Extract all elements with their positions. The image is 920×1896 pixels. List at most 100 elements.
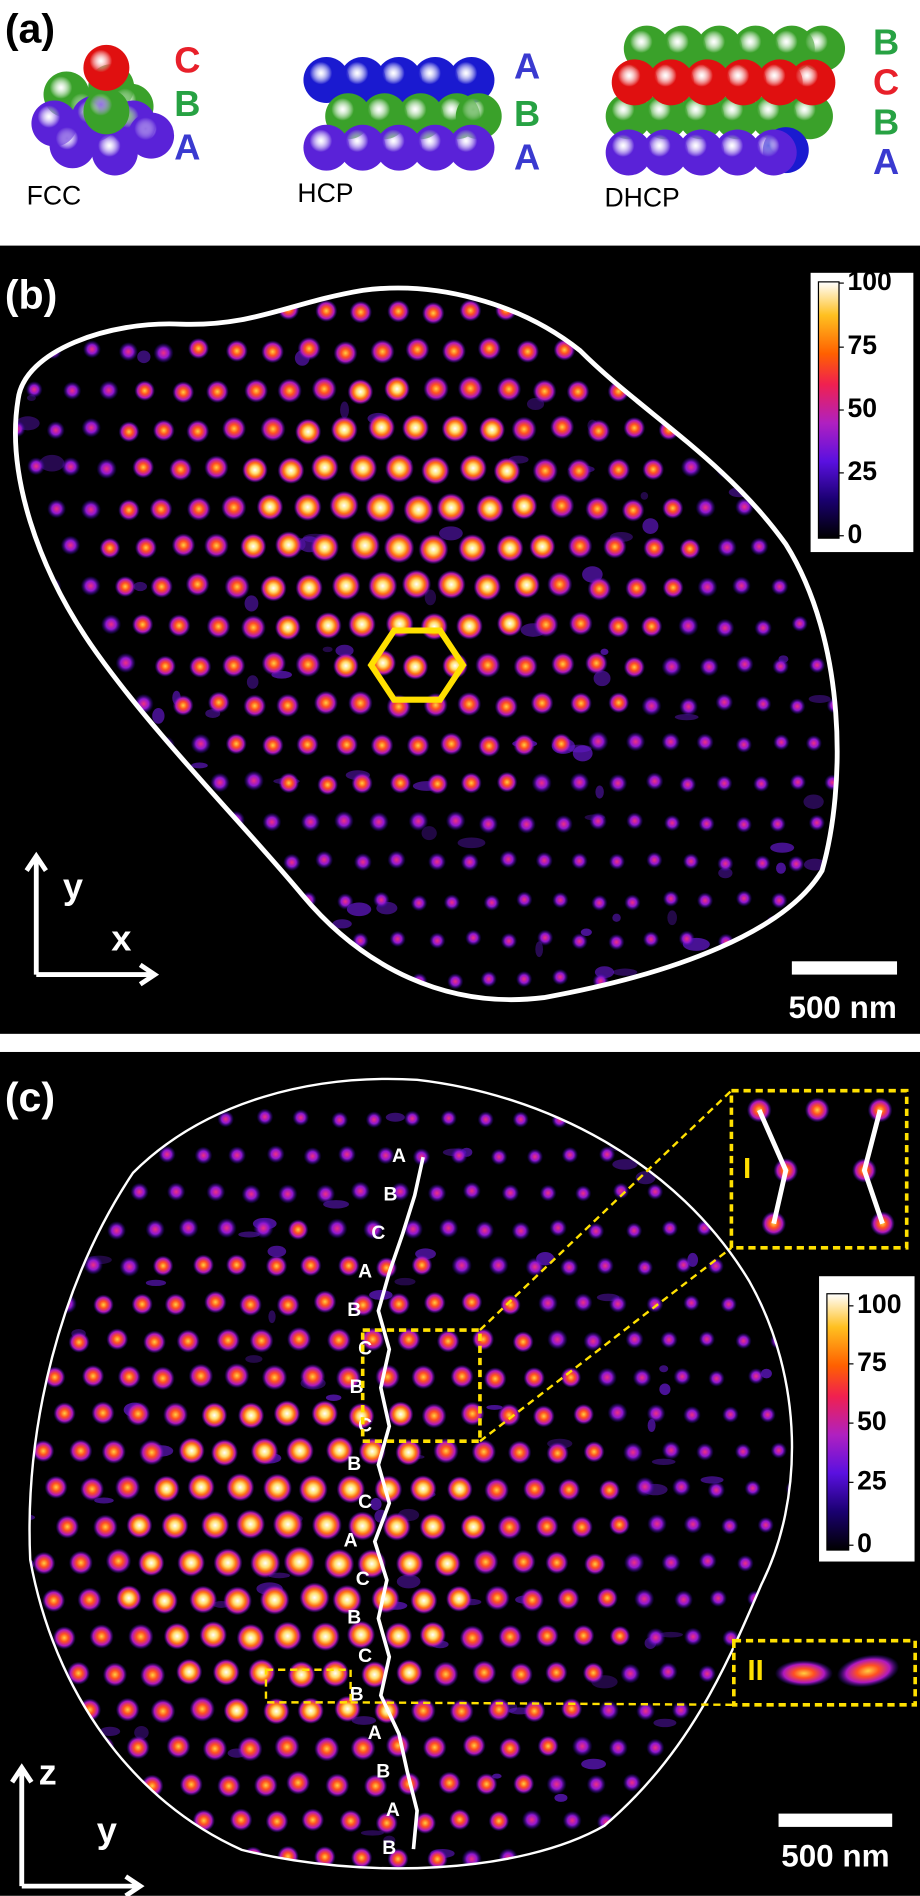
intensity-spot	[387, 850, 406, 869]
intensity-spot	[207, 691, 230, 714]
background-speckle	[659, 1365, 669, 1373]
intensity-spot	[609, 1625, 631, 1647]
intensity-spot	[401, 569, 432, 599]
intensity-spot	[836, 1654, 900, 1688]
intensity-spot	[591, 894, 608, 912]
intensity-spot	[662, 890, 680, 907]
intensity-spot	[567, 533, 593, 559]
intensity-spot	[441, 415, 469, 442]
intensity-spot	[217, 1110, 234, 1128]
background-speckle	[137, 350, 151, 364]
intensity-spot	[80, 1477, 105, 1502]
intensity-spot	[278, 1184, 298, 1204]
intensity-spot	[550, 733, 572, 755]
stacking-letter: C	[358, 1491, 372, 1513]
intensity-spot	[440, 732, 463, 756]
stacking-letter: B	[350, 1683, 364, 1705]
sphere	[678, 93, 725, 140]
intensity-spot	[199, 1621, 228, 1649]
intensity-spot	[809, 657, 826, 674]
intensity-spot	[204, 455, 229, 480]
intensity-spot	[459, 1625, 485, 1651]
intensity-spot	[772, 658, 789, 675]
intensity-spot	[299, 1582, 330, 1613]
intensity-spot	[696, 733, 714, 751]
intensity-spot	[586, 1774, 606, 1794]
intensity-spot	[421, 1403, 447, 1429]
intensity-spot	[253, 1218, 274, 1239]
structure-name: DHCP	[604, 183, 679, 213]
intensity-spot	[436, 493, 466, 523]
intensity-spot	[603, 535, 627, 559]
background-speckle	[600, 648, 609, 655]
intensity-spot	[457, 375, 483, 401]
intensity-spot	[708, 1370, 725, 1387]
intensity-spot	[375, 1364, 400, 1390]
intensity-spot	[225, 339, 248, 362]
intensity-spot	[303, 1147, 322, 1166]
intensity-spot	[350, 1847, 373, 1869]
intensity-spot	[675, 1256, 692, 1274]
intensity-spot	[419, 1513, 447, 1541]
background-speckle	[245, 1355, 263, 1363]
intensity-spot	[735, 816, 752, 833]
background-speckle	[246, 675, 259, 689]
intensity-spot	[419, 1621, 446, 1648]
axis-arrow	[10, 1763, 145, 1896]
intensity-spot	[490, 1148, 508, 1166]
intensity-spot	[201, 1402, 228, 1429]
intensity-spot	[223, 1697, 250, 1724]
intensity-spot	[557, 1478, 581, 1501]
intensity-spot	[410, 894, 428, 912]
intensity-spot	[566, 380, 590, 404]
intensity-spot	[224, 574, 250, 600]
intensity-spot	[243, 770, 264, 791]
background-speckle	[191, 762, 208, 769]
sphere	[684, 59, 731, 106]
intensity-spot	[717, 537, 737, 558]
background-speckle	[803, 858, 826, 871]
background-speckle	[267, 1245, 287, 1258]
intensity-spot	[587, 419, 611, 443]
axis-label: y	[63, 865, 83, 906]
intensity-spot	[560, 1258, 579, 1277]
intensity-spot	[167, 614, 191, 637]
intensity-spot	[641, 696, 662, 716]
intensity-spot	[241, 1184, 261, 1204]
intensity-spot	[551, 652, 575, 676]
intensity-spot	[696, 892, 714, 909]
intensity-spot	[256, 1108, 274, 1126]
intensity-spot	[684, 1627, 703, 1646]
intensity-spot	[140, 1662, 166, 1688]
intensity-spot	[537, 929, 554, 946]
intensity-spot	[383, 532, 415, 564]
intensity-spot	[789, 774, 806, 791]
stacking-letter: B	[347, 1607, 361, 1629]
intensity-spot	[585, 496, 610, 521]
intensity-spot	[348, 610, 376, 639]
intensity-spot	[32, 1551, 56, 1575]
intensity-spot	[177, 1548, 206, 1577]
intensity-spot	[118, 421, 140, 443]
intensity-spot	[475, 1773, 498, 1795]
background-speckle	[394, 1277, 416, 1286]
intensity-spot	[118, 499, 140, 521]
intensity-spot	[450, 1147, 468, 1165]
colorbar-tick-label: 100	[847, 266, 891, 296]
intensity-spot	[349, 530, 380, 561]
intensity-spot	[789, 698, 806, 715]
intensity-spot	[569, 772, 590, 793]
intensity-spot	[500, 932, 518, 950]
intensity-spot	[253, 1773, 278, 1798]
stacking-letter: B	[350, 1376, 364, 1398]
stacking-letter: C	[358, 1645, 372, 1667]
sphere	[789, 59, 836, 106]
intensity-spot	[698, 1551, 717, 1570]
intensity-spot	[646, 1627, 666, 1648]
intensity-spot	[347, 378, 374, 405]
intensity-spot	[293, 493, 322, 522]
intensity-spot	[735, 736, 752, 753]
colorbar-tick-label: 25	[857, 1465, 887, 1495]
stacking-letter: C	[371, 1222, 385, 1244]
stacking-letter: B	[382, 1837, 396, 1859]
